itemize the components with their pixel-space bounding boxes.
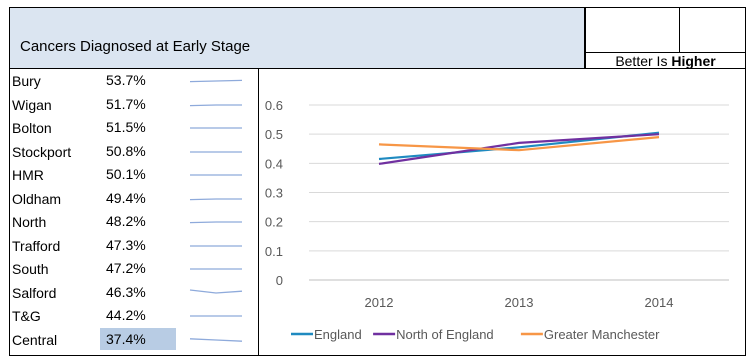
y-tick-label: 0.2 <box>265 215 283 230</box>
area-sparkline <box>190 127 242 129</box>
area-row: Salford 46.3% <box>10 281 258 305</box>
area-sparkline <box>190 268 242 270</box>
area-sparkline <box>189 197 242 200</box>
header-blank-cell <box>679 7 746 53</box>
area-value: 51.5% <box>106 119 146 135</box>
area-sparkline <box>189 79 243 83</box>
y-tick-label: 0.5 <box>265 127 283 142</box>
area-name: Trafford <box>12 237 61 254</box>
sparkline-line <box>189 103 242 106</box>
area-name: Wigan <box>12 96 52 113</box>
y-tick-label: 0.3 <box>265 186 283 201</box>
area-row: Oldham 49.4% <box>10 187 258 211</box>
area-value: 47.2% <box>106 260 146 276</box>
area-sparkline <box>190 315 242 317</box>
area-sparkline <box>190 244 242 247</box>
area-row: Stockport 50.8% <box>10 140 258 164</box>
area-name: Bury <box>12 73 41 89</box>
title-cell: Cancers Diagnosed at Early Stage <box>9 7 585 69</box>
area-row: Bury 53.7% <box>10 69 258 93</box>
sparkline-line <box>189 79 243 83</box>
legend-label: England <box>314 327 362 342</box>
area-sparkline <box>189 103 242 106</box>
area-value: 48.2% <box>106 213 146 229</box>
area-value: 50.8% <box>106 142 146 159</box>
header-blank-cell <box>585 7 680 53</box>
x-tick-label: 2012 <box>365 295 394 310</box>
indicator-panel: Cancers Diagnosed at Early Stage Better … <box>9 7 746 356</box>
y-tick-label: 0 <box>276 273 283 288</box>
area-value: 49.4% <box>106 189 146 206</box>
sparkline-line <box>189 337 243 342</box>
area-name: Oldham <box>12 190 62 207</box>
legend-label: North of England <box>396 327 494 342</box>
area-sparkline <box>190 174 242 176</box>
area-row: T&G 44.2% <box>10 304 258 328</box>
trend-chart: 0 0.1 0.2 0.3 0.4 0.5 0.6 2012 2013 2014 England No… <box>259 69 746 356</box>
area-name: HMR <box>12 167 44 183</box>
area-row: North 48.2% <box>10 210 258 234</box>
area-value: 46.3% <box>106 283 146 300</box>
sparkline-line <box>189 221 242 224</box>
area-sparkline <box>189 337 243 342</box>
indicator-title: Cancers Diagnosed at Early Stage <box>20 38 251 55</box>
x-tick-label: 2013 <box>505 295 534 310</box>
sparkline-line <box>189 197 242 200</box>
area-row: HMR 50.1% <box>10 163 258 187</box>
area-value: 50.1% <box>106 166 146 182</box>
series-line <box>378 133 660 165</box>
area-sparkline <box>190 150 242 153</box>
area-value: 51.7% <box>106 95 146 112</box>
area-name: T&G <box>12 308 41 324</box>
area-value: 37.4% <box>100 327 176 350</box>
area-row: Bolton 51.5% <box>10 116 258 140</box>
area-sparkline <box>189 288 243 294</box>
area-sparkline <box>189 221 242 224</box>
area-name: South <box>12 261 49 277</box>
y-tick-label: 0.4 <box>265 156 283 171</box>
area-name: North <box>12 214 47 230</box>
area-value: 53.7% <box>106 72 146 88</box>
y-tick-label: 0.6 <box>265 98 283 113</box>
better-direction: Higher <box>671 53 716 69</box>
area-name: Bolton <box>12 120 52 136</box>
area-name: Central <box>12 331 58 348</box>
y-tick-label: 0.1 <box>265 244 283 259</box>
area-name: Stockport <box>12 143 72 160</box>
better-prefix: Better Is <box>615 53 672 69</box>
area-list: Bury 53.7% Wigan 51.7% Bolton 51.5% Stockport 5… <box>9 69 259 356</box>
chart-svg: 0 0.1 0.2 0.3 0.4 0.5 0.6 2012 2013 2014 England No… <box>265 98 729 342</box>
area-row: Trafford 47.3% <box>10 234 258 258</box>
area-value: 47.3% <box>106 236 146 253</box>
better-is-label: Better Is Higher <box>585 52 746 69</box>
series-line <box>378 136 660 152</box>
area-value: 44.2% <box>106 307 146 323</box>
area-row: Wigan 51.7% <box>10 93 258 117</box>
area-row: South 47.2% <box>10 257 258 281</box>
legend-label: Greater Manchester <box>544 327 660 342</box>
sparkline-line <box>189 288 243 294</box>
x-tick-label: 2014 <box>645 295 674 310</box>
area-name: Salford <box>12 284 57 301</box>
area-row: Central 37.4% <box>10 327 258 352</box>
